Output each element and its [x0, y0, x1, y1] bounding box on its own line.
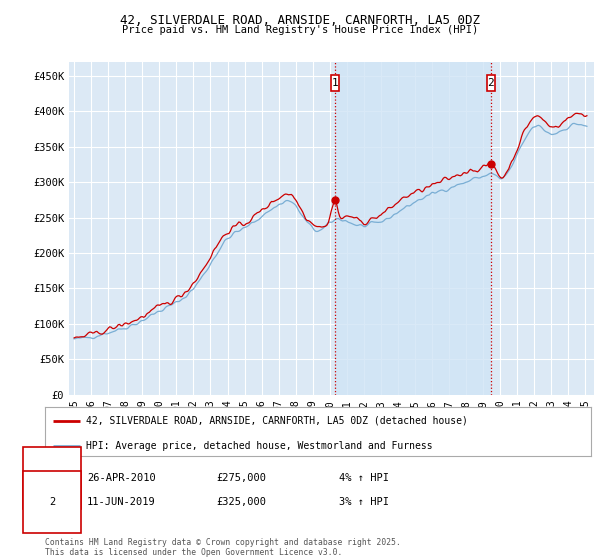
FancyBboxPatch shape	[487, 75, 494, 91]
Text: 42, SILVERDALE ROAD, ARNSIDE, CARNFORTH, LA5 0DZ (detached house): 42, SILVERDALE ROAD, ARNSIDE, CARNFORTH,…	[86, 416, 468, 426]
Text: 3% ↑ HPI: 3% ↑ HPI	[339, 497, 389, 507]
Text: 1: 1	[49, 473, 55, 483]
Text: £325,000: £325,000	[216, 497, 266, 507]
Text: Price paid vs. HM Land Registry's House Price Index (HPI): Price paid vs. HM Land Registry's House …	[122, 25, 478, 35]
FancyBboxPatch shape	[331, 75, 339, 91]
Text: 2: 2	[49, 497, 55, 507]
Text: HPI: Average price, detached house, Westmorland and Furness: HPI: Average price, detached house, West…	[86, 441, 433, 451]
Text: 4% ↑ HPI: 4% ↑ HPI	[339, 473, 389, 483]
Text: £275,000: £275,000	[216, 473, 266, 483]
Bar	[335, 62, 491, 395]
Text: 42, SILVERDALE ROAD, ARNSIDE, CARNFORTH, LA5 0DZ: 42, SILVERDALE ROAD, ARNSIDE, CARNFORTH,…	[120, 14, 480, 27]
Text: Contains HM Land Registry data © Crown copyright and database right 2025.
This d: Contains HM Land Registry data © Crown c…	[45, 538, 401, 557]
Text: 11-JUN-2019: 11-JUN-2019	[87, 497, 156, 507]
Text: 2: 2	[487, 78, 494, 88]
Text: 1: 1	[332, 78, 338, 88]
Text: 26-APR-2010: 26-APR-2010	[87, 473, 156, 483]
